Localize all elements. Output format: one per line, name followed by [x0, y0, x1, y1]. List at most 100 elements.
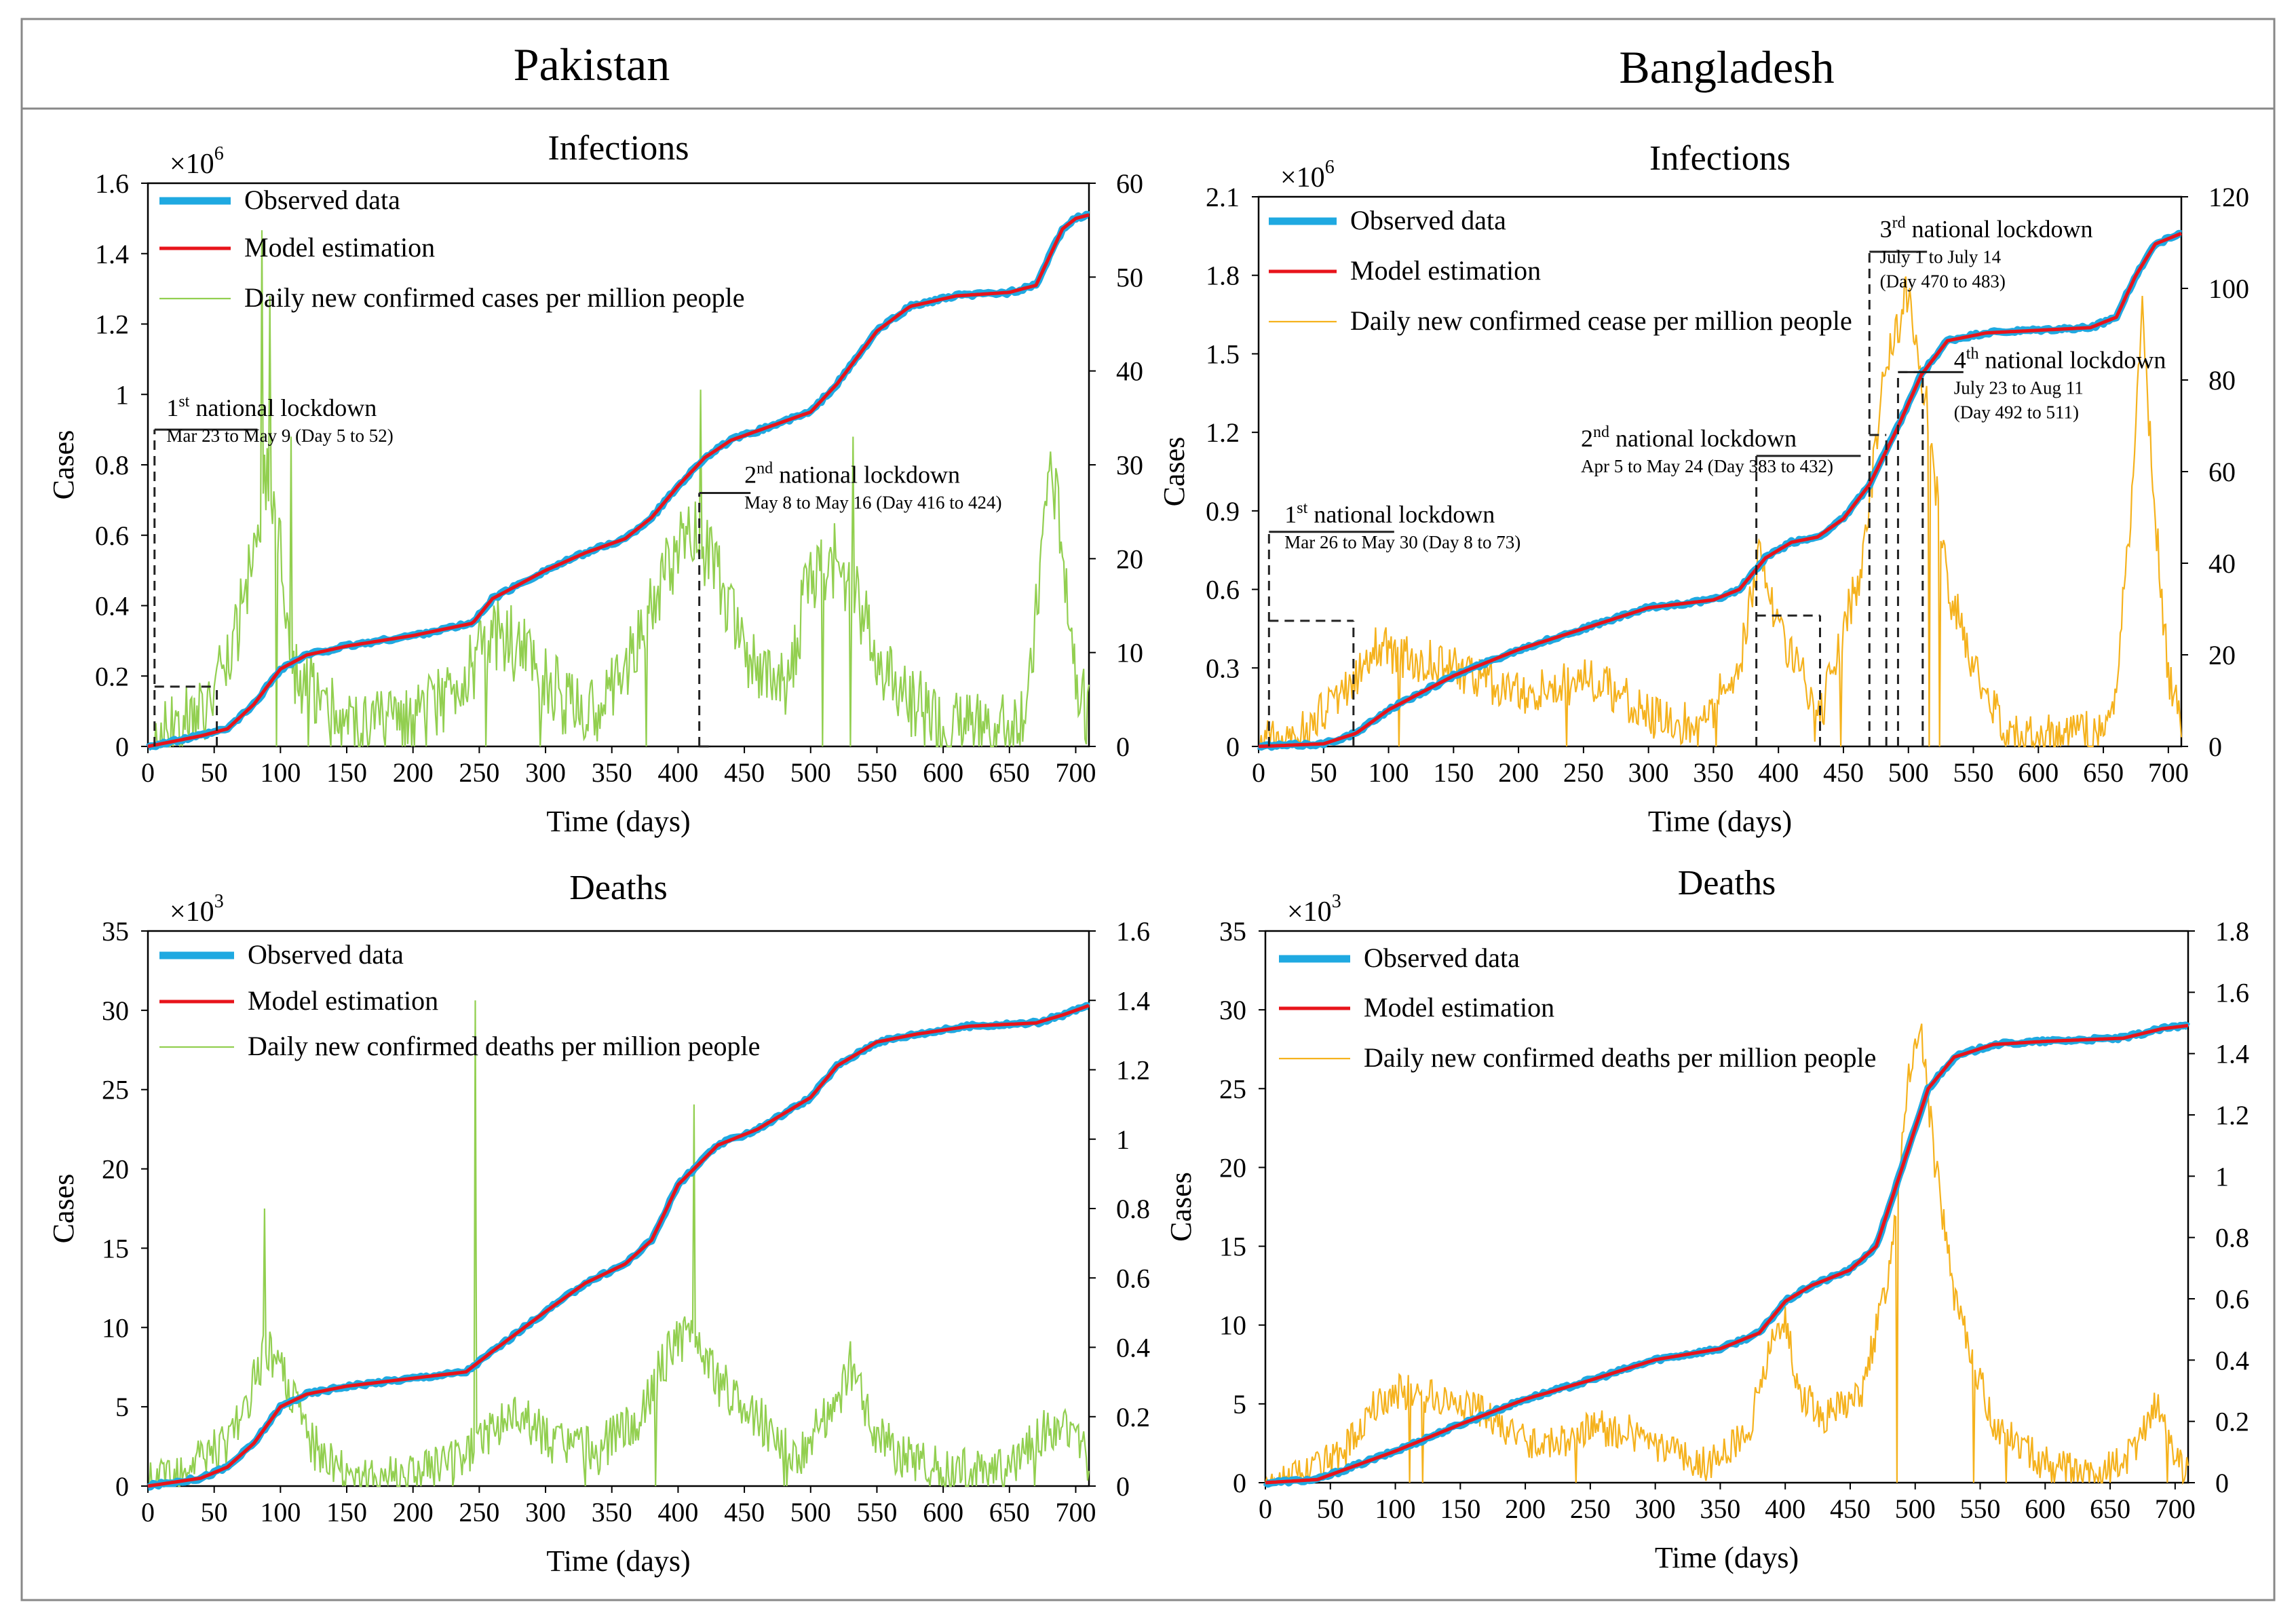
lockdown-label-rest: national lockdown [1307, 501, 1495, 528]
x-axis-label: Time (days) [1655, 1541, 1799, 1574]
y2-tick-label: 1.2 [1116, 1055, 1150, 1086]
y2-tick-label: 1.8 [2215, 916, 2249, 947]
x-tick-label: 200 [393, 757, 434, 788]
y2-tick-label: 10 [1116, 638, 1143, 668]
lockdown-label: 2nd national lockdown [744, 459, 960, 488]
y-tick-label: 0.2 [95, 661, 129, 691]
observed-data-line [1263, 1021, 2191, 1488]
lockdown-label: 2nd national lockdown [1581, 423, 1797, 452]
x-tick-label: 650 [2083, 757, 2124, 788]
legend-entry: Model estimation [248, 985, 438, 1016]
y2-tick-label: 0 [1116, 732, 1130, 762]
x-tick-label: 250 [459, 757, 499, 788]
y-tick-label: 1.6 [95, 168, 129, 199]
x-tick-label: 500 [1895, 1494, 1936, 1524]
y2-tick-label: 60 [1116, 168, 1143, 199]
y2-tick-label: 1.6 [1116, 916, 1150, 947]
y-tick-label: 0 [1226, 732, 1240, 762]
x-tick-label: 350 [592, 757, 632, 788]
lockdown-label-rest: national lockdown [1978, 346, 2166, 373]
observed-data-line [147, 1002, 1090, 1491]
lockdown-label-suffix: nd [757, 459, 773, 477]
x-tick-label: 600 [2025, 1494, 2065, 1524]
legend-entry: Daily new confirmed cases per million pe… [244, 282, 745, 313]
y-axis-label: Cases [47, 1174, 80, 1244]
x-tick-label: 550 [856, 757, 897, 788]
y2-tick-label: 1.2 [2215, 1100, 2249, 1130]
x-tick-label: 300 [1635, 1494, 1676, 1524]
axis-multiplier-exponent: 6 [214, 143, 224, 164]
y-tick-label: 1.2 [95, 309, 129, 340]
lockdown-label: 1st national lockdown [1284, 499, 1495, 528]
x-tick-label: 600 [923, 757, 963, 788]
y2-tick-label: 40 [2208, 548, 2236, 579]
x-tick-label: 650 [989, 1497, 1030, 1527]
x-tick-label: 350 [1700, 1494, 1740, 1524]
x-tick-label: 650 [2090, 1494, 2130, 1524]
y-tick-label: 1.4 [95, 239, 129, 269]
x-tick-label: 500 [790, 1497, 831, 1527]
y2-tick-label: 80 [2208, 365, 2236, 396]
x-tick-label: 50 [1317, 1494, 1344, 1524]
x-tick-label: 700 [2155, 1494, 2196, 1524]
y-tick-label: 20 [102, 1154, 129, 1185]
lockdown-label: 1st national lockdown [166, 393, 377, 421]
y2-tick-label: 40 [1116, 356, 1143, 387]
y-tick-label: 15 [1219, 1232, 1246, 1262]
x-tick-label: 400 [657, 757, 698, 788]
y-tick-label: 0 [115, 1471, 129, 1502]
x-tick-label: 300 [1628, 757, 1669, 788]
y-tick-label: 10 [102, 1312, 129, 1343]
y-tick-label: 25 [1219, 1074, 1246, 1104]
x-tick-label: 550 [1960, 1494, 2001, 1524]
figure-frame [20, 18, 2276, 1601]
x-tick-label: 150 [326, 757, 367, 788]
x-tick-label: 200 [1505, 1494, 1546, 1524]
y2-tick-label: 0.6 [2215, 1284, 2249, 1314]
y2-tick-label: 100 [2208, 273, 2249, 304]
axis-multiplier: ×103 [170, 891, 224, 928]
y-tick-label: 0.6 [95, 520, 129, 551]
x-tick-label: 650 [989, 757, 1030, 788]
lockdown-dates: July 23 to Aug 11 [1954, 377, 2084, 398]
daily-series-line [1259, 276, 2183, 749]
y-axis-label: Cases [1157, 437, 1191, 507]
axis-multiplier: ×106 [1280, 157, 1335, 193]
x-tick-label: 700 [1055, 757, 1096, 788]
legend-entry: Observed data [1364, 943, 1520, 973]
x-tick-label: 150 [326, 1497, 367, 1527]
axis-multiplier: ×106 [170, 143, 224, 180]
y2-tick-label: 0 [2208, 732, 2222, 762]
axis-multiplier-exponent: 6 [1325, 157, 1335, 178]
y-tick-label: 30 [102, 995, 129, 1026]
plot-area [1264, 930, 2189, 1484]
lockdown-label-suffix: st [1297, 499, 1307, 517]
y2-tick-label: 20 [1116, 544, 1143, 574]
legend-entry: Daily new confirmed cease per million pe… [1350, 305, 1852, 336]
x-tick-label: 150 [1433, 757, 1474, 788]
y2-tick-label: 1 [2215, 1161, 2229, 1192]
y2-tick-label: 1 [1116, 1124, 1130, 1155]
daily-series-line [148, 1000, 1090, 1487]
y2-tick-label: 1.4 [2215, 1039, 2249, 1069]
daily-series-line [1264, 1023, 2189, 1485]
x-tick-label: 250 [1563, 757, 1604, 788]
legend-entry: Observed data [1350, 205, 1506, 235]
y-tick-label: 1.5 [1206, 339, 1240, 369]
x-tick-label: 300 [525, 757, 566, 788]
y2-tick-label: 30 [1116, 450, 1143, 480]
axis-multiplier: ×103 [1287, 891, 1341, 928]
lockdown-label-suffix: rd [1892, 214, 1906, 231]
x-tick-label: 700 [2148, 757, 2189, 788]
x-tick-label: 100 [1369, 757, 1409, 788]
y-axis-label: Cases [47, 430, 80, 500]
y-tick-label: 10 [1219, 1310, 1246, 1341]
legend-entry: Observed data [248, 939, 404, 970]
y-tick-label: 5 [115, 1392, 129, 1422]
x-tick-label: 450 [724, 1497, 765, 1527]
y2-tick-label: 0.8 [1116, 1194, 1150, 1224]
lockdown-label-rest: national lockdown [1906, 215, 2093, 242]
x-tick-label: 250 [459, 1497, 499, 1527]
